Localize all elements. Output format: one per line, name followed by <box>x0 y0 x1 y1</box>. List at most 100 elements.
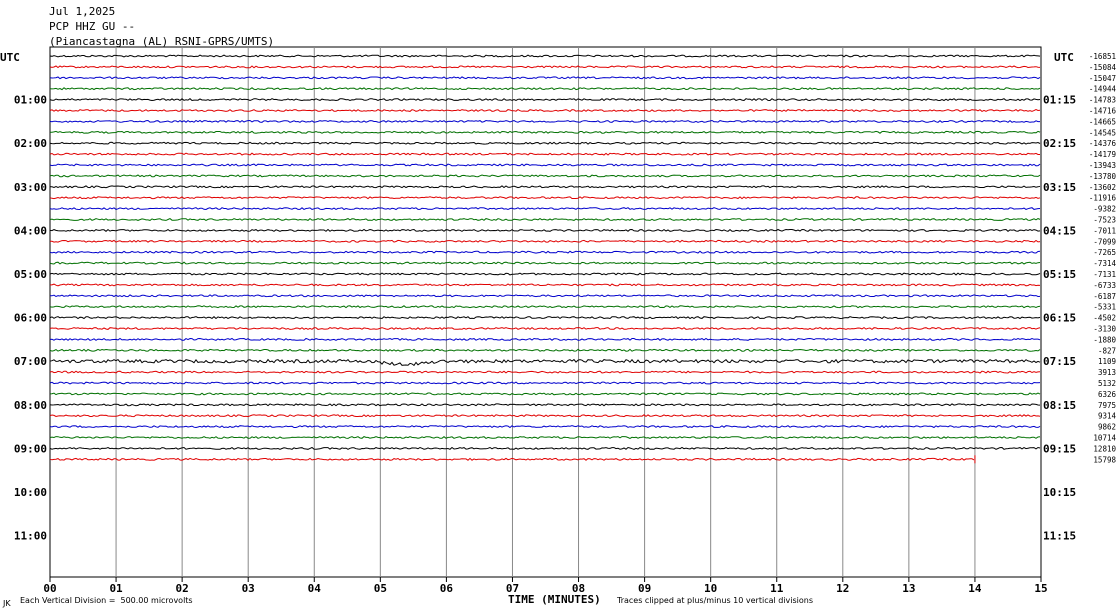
x-tick-label: 09 <box>638 582 651 595</box>
seismic-trace <box>49 65 1041 69</box>
left-utc-label: UTC <box>0 51 20 64</box>
footer-mark: JK <box>3 599 11 608</box>
seismic-trace <box>50 294 1041 298</box>
seismic-trace <box>49 163 1041 167</box>
trace-offset-label: -7011 <box>1093 226 1116 235</box>
x-tick-label: 12 <box>836 582 849 595</box>
seismic-trace <box>49 217 1041 221</box>
trace-offset-label: -14665 <box>1089 117 1116 126</box>
seismic-trace <box>49 381 1041 385</box>
seismic-trace <box>49 425 1041 429</box>
trace-offset-label: -14716 <box>1089 107 1117 116</box>
seismic-trace <box>49 119 1040 123</box>
trace-offset-label: -13780 <box>1089 172 1117 181</box>
seismic-trace <box>49 152 1040 156</box>
right-hour-label: 05:15 <box>1043 268 1076 281</box>
left-hour-label: 03:00 <box>14 181 47 194</box>
left-hour-label: 08:00 <box>14 399 47 412</box>
trace-offset-label: -4502 <box>1093 314 1116 323</box>
seismic-trace <box>49 76 1041 80</box>
seismic-trace <box>49 272 1041 276</box>
x-tick-label: 15 <box>1034 582 1047 595</box>
x-tick-label: 07 <box>506 582 519 595</box>
right-hour-label: 11:15 <box>1043 530 1076 543</box>
seismic-trace <box>50 283 1041 287</box>
left-hour-label: 06:00 <box>14 312 47 325</box>
trace-offset-label: 9314 <box>1098 412 1117 421</box>
seismic-trace <box>49 98 1041 102</box>
right-hour-label: 10:15 <box>1043 486 1076 499</box>
trace-offset-label: -5331 <box>1093 303 1116 312</box>
trace-offset-label: 7975 <box>1098 401 1116 410</box>
seismic-trace <box>49 141 1041 145</box>
trace-offset-label: -3130 <box>1093 325 1116 334</box>
right-hour-label: 04:15 <box>1043 224 1076 237</box>
seismic-trace <box>49 446 1041 450</box>
right-hour-label: 09:15 <box>1043 442 1076 455</box>
trace-offset-label: -11916 <box>1089 194 1117 203</box>
x-tick-label: 04 <box>308 582 322 595</box>
left-hour-label: 10:00 <box>14 486 47 499</box>
left-hour-label: 07:00 <box>14 355 47 368</box>
seismic-trace <box>49 436 1041 440</box>
right-hour-label: 02:15 <box>1043 137 1076 150</box>
left-hour-label: 02:00 <box>14 137 47 150</box>
trace-offset-label: 12810 <box>1093 444 1116 453</box>
seismic-trace <box>49 130 1041 134</box>
seismic-trace <box>49 87 1041 91</box>
trace-offset-label: 9862 <box>1098 423 1116 432</box>
trace-offset-label: -16851 <box>1089 52 1116 61</box>
seismic-trace <box>49 250 1041 254</box>
trace-offset-label: 6326 <box>1098 390 1117 399</box>
trace-offset-label: -6733 <box>1093 281 1116 290</box>
trace-offset-label: -7265 <box>1093 248 1116 257</box>
header-station: PCP HHZ GU -- <box>49 20 136 33</box>
plot-frame <box>49 46 1042 578</box>
left-hour-label: 01:00 <box>14 94 47 107</box>
trace-offset-label: 3913 <box>1098 368 1116 377</box>
footer-scale-note: Each Vertical Division = 500.00 microvol… <box>20 596 193 605</box>
x-tick-label: 00 <box>43 582 56 595</box>
x-tick-label: 05 <box>374 582 387 595</box>
trace-offset-label: -14783 <box>1089 96 1116 105</box>
header-date: Jul 1,2025 <box>49 5 116 18</box>
x-tick-label: 06 <box>440 582 454 595</box>
trace-offset-label: -7099 <box>1093 237 1116 246</box>
trace-offset-label: -15047 <box>1089 74 1116 83</box>
trace-offset-label: 15798 <box>1093 455 1116 464</box>
trace-offset-label: -7314 <box>1093 259 1116 268</box>
seismic-trace <box>49 326 1041 331</box>
x-tick-label: 08 <box>572 582 585 595</box>
seismic-trace <box>49 348 1041 352</box>
x-tick-label: 11 <box>770 582 784 595</box>
trace-offset-label: -7523 <box>1093 216 1116 225</box>
trace-offset-label: -13943 <box>1089 161 1116 170</box>
x-tick-label: 10 <box>704 582 717 595</box>
seismic-trace <box>49 108 1041 113</box>
trace-offset-label: -9382 <box>1093 205 1116 214</box>
seismic-trace <box>49 337 1041 341</box>
seismic-trace <box>49 457 975 461</box>
x-tick-label: 02 <box>176 582 189 595</box>
left-hour-label: 09:00 <box>14 442 47 455</box>
x-tick-label: 14 <box>968 582 982 595</box>
seismic-trace <box>49 196 1041 200</box>
seismic-trace <box>49 403 1041 407</box>
seismic-trace <box>49 305 1041 309</box>
trace-offset-label: 10714 <box>1093 434 1116 443</box>
left-hour-label: 04:00 <box>14 224 47 237</box>
seismic-trace <box>49 54 1041 58</box>
right-hour-label: 08:15 <box>1043 399 1076 412</box>
seismic-trace <box>49 228 1041 232</box>
footer-clip-note: Traces clipped at plus/minus 10 vertical… <box>617 596 814 605</box>
x-axis-title: TIME (MINUTES) <box>508 593 601 606</box>
trace-offset-label: -14944 <box>1089 85 1117 94</box>
right-hour-label: 07:15 <box>1043 355 1076 368</box>
x-tick-label: 03 <box>242 582 255 595</box>
trace-offset-label: -14179 <box>1089 150 1116 159</box>
trace-offset-label: -827 <box>1098 346 1116 355</box>
seismic-trace <box>50 239 1041 243</box>
seismic-trace <box>49 414 1041 418</box>
trace-offset-label: 1109 <box>1098 357 1116 366</box>
